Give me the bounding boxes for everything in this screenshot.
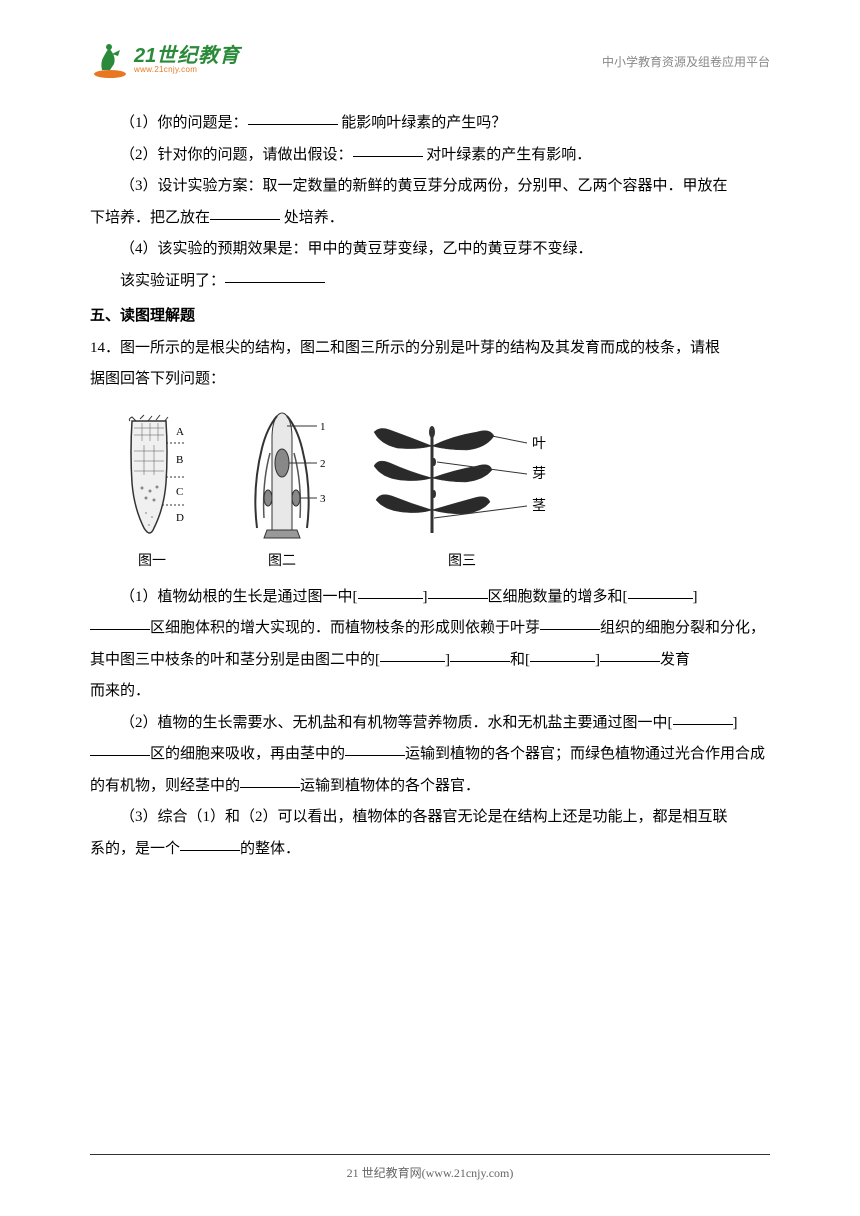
q2-suffix: 对叶绿素的产生有影响． [423,147,592,163]
page-header: 21世纪教育 www.21cnjy.com 中小学教育资源及组卷应用平台 [90,40,770,80]
footer-text: 21 世纪教育网(www.21cnjy.com) [347,1166,514,1180]
p1-text-a: （1）植物幼根的生长是通过图一中[ [120,589,358,605]
p3-line1: （3）综合（1）和（2）可以看出，植物体的各器官无论是在结构上还是功能上，都是相… [90,802,770,834]
blank-q3 [210,202,280,220]
logo-url: www.21cnjy.com [134,66,240,74]
p3-line2: 系的，是一个 的整体． [90,834,770,866]
figures-row: A B C D 图一 1 2 [90,408,770,576]
fig3-label-bud: 芽 [532,466,546,482]
q3-line2-text: 下培养．把乙放在 [90,210,210,226]
p1-line1: （1）植物幼根的生长是通过图一中[]区细胞数量的增多和[] [90,582,770,614]
p1-line2-text-b: 组织的细胞分裂和分化， [600,620,765,636]
p2-line1: （2）植物的生长需要水、无机盐和有机物等营养物质．水和无机盐主要通过图一中[] [90,708,770,740]
fig3-label-leaf: 叶 [532,436,546,452]
p2-line2-text-b: 运输到植物的各个器官；而绿色植物通过光合作用合成 [405,746,765,762]
fig2-label-1: 1 [320,421,326,433]
p1-line3-text-e: 发育 [660,652,690,668]
blank-p1-8 [530,644,595,662]
blank-p1-9 [600,644,660,662]
q3-text: （3）设计实验方案：取一定数量的新鲜的黄豆芽分成两份，分别甲、乙两个容器中．甲放… [120,178,728,194]
q2-prefix: （2）针对你的问题，请做出假设： [120,147,353,163]
figure-2: 1 2 3 图二 [232,408,332,576]
section5-heading: 五、读图理解题 [90,301,770,333]
blank-p1-6 [380,644,445,662]
blank-p1-2 [428,581,488,599]
q4-text: （4）该实验的预期效果是：甲中的黄豆芽变绿，乙中的黄豆芽不变绿． [120,241,593,257]
p2-line2: 区的细胞来吸收，再由茎中的 运输到植物的各个器官；而绿色植物通过光合作用合成 [90,739,770,771]
blank-p3-1 [180,833,240,851]
blank-q5 [225,265,325,283]
logo-text-group: 21世纪教育 www.21cnjy.com [134,46,240,74]
p1-text-c: 区细胞数量的增多和[ [488,589,628,605]
blank-p1-1 [358,581,423,599]
p2-line2-text-a: 区的细胞来吸收，再由茎中的 [150,746,345,762]
blank-p2-3 [345,738,405,756]
p2-line3: 的有机物，则经茎中的 运输到植物体的各个器官． [90,771,770,803]
p1-line4: 而来的． [90,676,770,708]
blank-q2 [353,139,423,157]
p1-line3: 其中图三中枝条的叶和茎分别是由图二中的[]和[]发育 [90,645,770,677]
p2-text-a: （2）植物的生长需要水、无机盐和有机物等营养物质．水和无机盐主要通过图一中[ [120,715,673,731]
logo-21: 21 [134,45,156,67]
fig2-label-3: 3 [320,493,326,505]
p1-line3-text-c: 和[ [510,652,530,668]
blank-p1-7 [450,644,510,662]
p3-line2-text-a: 系的，是一个 [90,841,180,857]
p1-line2: 区细胞体积的增大实现的．而植物枝条的形成则依赖于叶芽 组织的细胞分裂和分化， [90,613,770,645]
fig1-label-b: B [176,454,183,466]
q14-intro2: 据图回答下列问题： [90,364,770,396]
p1-bracket-2: ] [693,589,698,605]
p2-line3-text-b: 运输到植物体的各个器官． [300,778,480,794]
logo-brand-text: 世纪教育 [156,45,240,67]
fig1-label-d: D [176,512,184,524]
p2-line3-text-a: 的有机物，则经茎中的 [90,778,240,794]
fig2-label-2: 2 [320,458,326,470]
q1-line: （1）你的问题是： 能影响叶绿素的产生吗？ [90,108,770,140]
fig3-label-stem: 茎 [532,498,546,514]
p2-bracket: ] [733,715,738,731]
q14-intro: 14．图一所示的是根尖的结构，图二和图三所示的分别是叶芽的结构及其发育而成的枝条… [90,333,770,365]
q5-prefix: 该实验证明了： [120,273,225,289]
p1-line2-text-a: 区细胞体积的增大实现的．而植物枝条的形成则依赖于叶芽 [150,620,540,636]
main-content: （1）你的问题是： 能影响叶绿素的产生吗？ （2）针对你的问题，请做出假设： 对… [90,108,770,865]
blank-p1-4 [90,612,150,630]
fig1-svg: A B C D [102,413,202,543]
blank-p2-1 [673,707,733,725]
blank-q1 [248,107,338,125]
q3-line1: （3）设计实验方案：取一定数量的新鲜的黄豆芽分成两份，分别甲、乙两个容器中．甲放… [90,171,770,203]
blank-p1-3 [628,581,693,599]
header-platform-text: 中小学教育资源及组卷应用平台 [602,40,770,75]
fig3-svg: 叶 芽 茎 [362,418,562,543]
p1-line3-text-a: 其中图三中枝条的叶和茎分别是由图二中的[ [90,652,380,668]
blank-p2-2 [90,738,150,756]
fig1-caption: 图一 [138,547,166,576]
fig2-svg: 1 2 3 [232,408,332,543]
q4-line: （4）该实验的预期效果是：甲中的黄豆芽变绿，乙中的黄豆芽不变绿． [90,234,770,266]
blank-p2-4 [240,770,300,788]
q1-prefix: （1）你的问题是： [120,115,248,131]
fig3-caption: 图三 [448,547,476,576]
q1-suffix: 能影响叶绿素的产生吗？ [338,115,507,131]
q2-line: （2）针对你的问题，请做出假设： 对叶绿素的产生有影响． [90,140,770,172]
page-footer: 21 世纪教育网(www.21cnjy.com) [90,1154,770,1186]
fig2-caption: 图二 [268,547,296,576]
blank-p1-5 [540,612,600,630]
fig1-label-a: A [176,426,184,438]
figure-1: A B C D 图一 [102,413,202,576]
logo-icon [90,40,130,80]
logo-area: 21世纪教育 www.21cnjy.com [90,40,240,80]
p3-line2-text-b: 的整体． [240,841,300,857]
q5-line: 该实验证明了： [90,266,770,298]
logo-main-text: 21世纪教育 [134,46,240,66]
q3-suffix: 处培养． [280,210,344,226]
figure-3: 叶 芽 茎 图三 [362,418,562,576]
fig1-label-c: C [176,486,183,498]
q3-line2: 下培养．把乙放在 处培养． [90,203,770,235]
